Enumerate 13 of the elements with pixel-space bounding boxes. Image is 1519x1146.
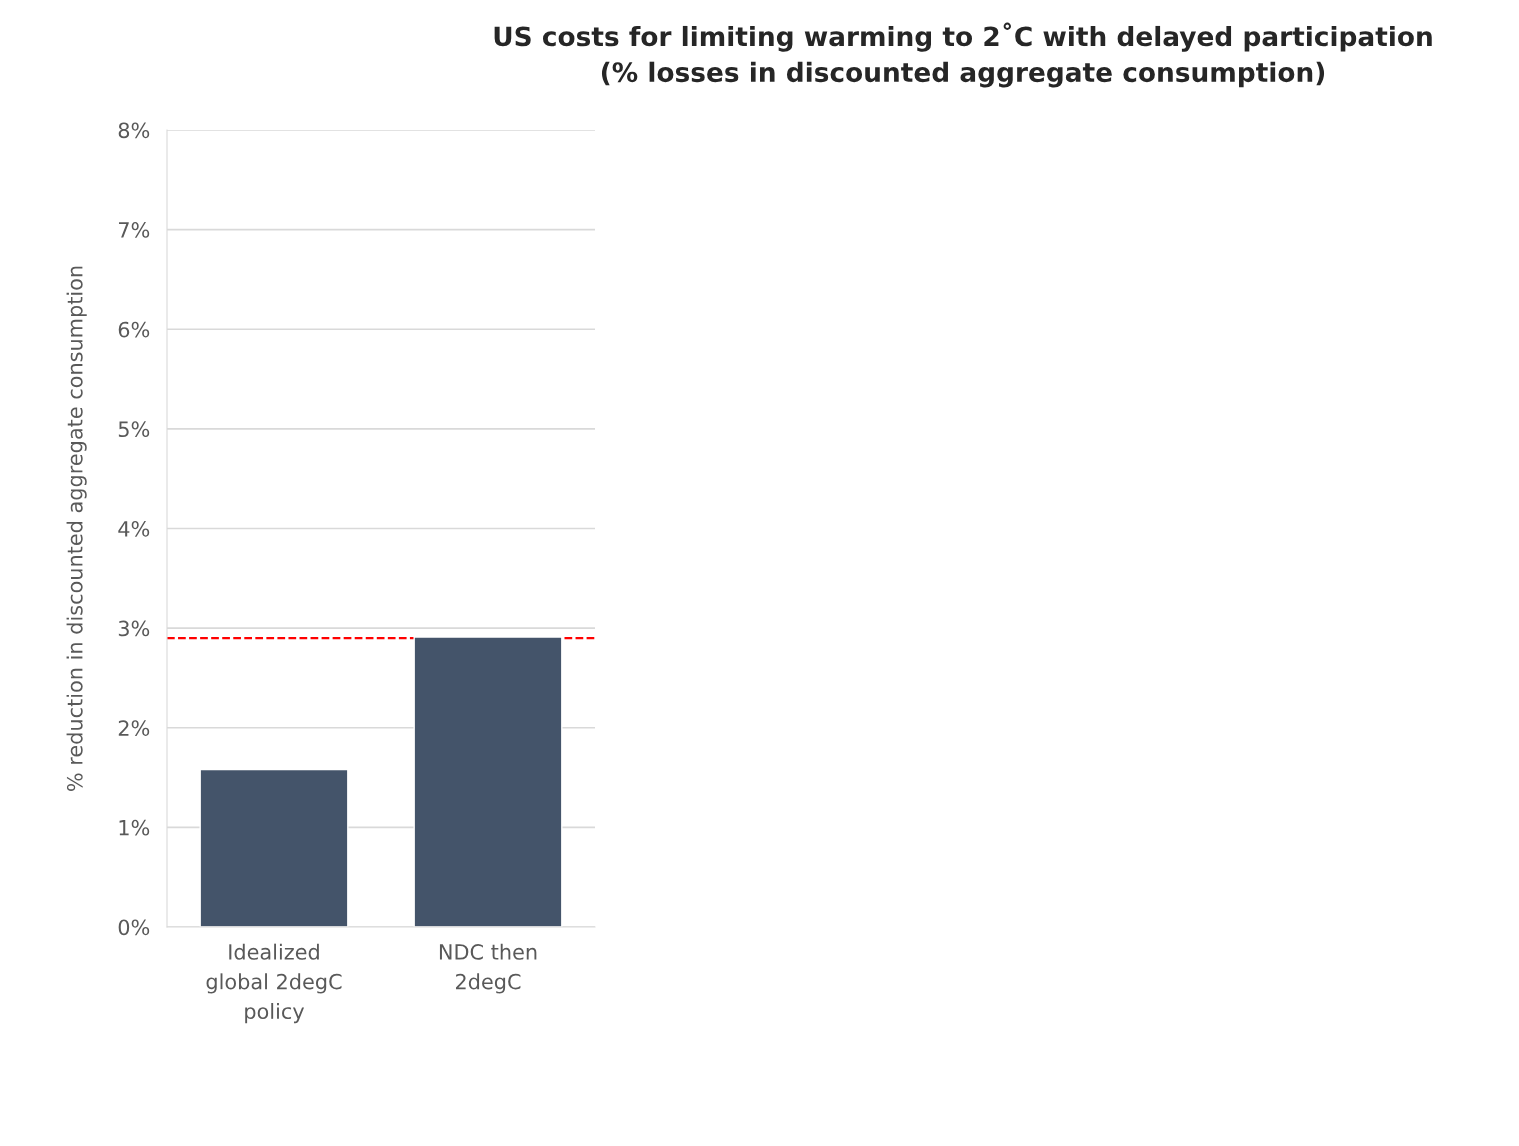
y-tick-label: 2% bbox=[118, 720, 150, 736]
y-tick-label: 1% bbox=[119, 819, 150, 836]
y-tick-label: 3% bbox=[118, 620, 150, 637]
y-tick-label: 0% bbox=[118, 919, 150, 936]
y-tick-label: 4% bbox=[118, 520, 150, 537]
x-tick-label: Idealized global 2degC policy bbox=[206, 943, 342, 1024]
y-tick-label: 7% bbox=[118, 222, 150, 238]
y-axis-title: % reduction in discounted aggregate consumption bbox=[66, 266, 87, 791]
x-tick-label: NDC then 2degC bbox=[439, 943, 537, 994]
y-tick-label: 8% bbox=[118, 122, 150, 139]
y-tick-label: 6% bbox=[118, 321, 150, 338]
y-tick-label: 5% bbox=[118, 421, 150, 438]
text: US costs for limiting warming to 2˚C with delayed participation (% losses in discounted aggregate consumption) bbox=[494, 22, 1432, 88]
